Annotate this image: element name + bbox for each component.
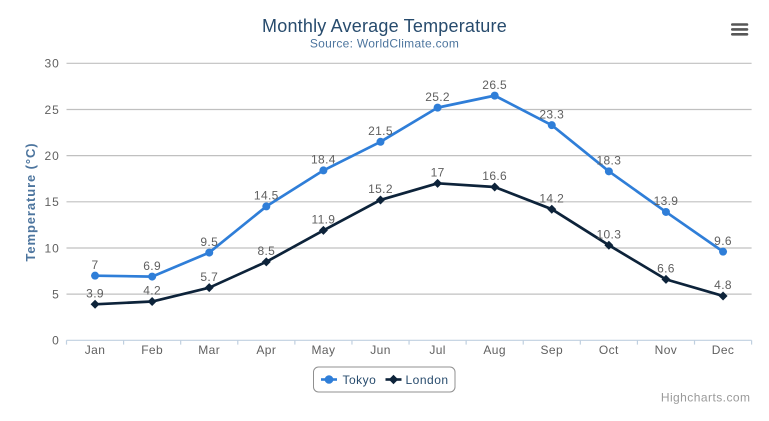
svg-text:Sep: Sep: [540, 343, 563, 357]
svg-text:5.7: 5.7: [200, 270, 218, 284]
svg-text:4.2: 4.2: [143, 284, 161, 298]
svg-text:Jan: Jan: [85, 343, 106, 357]
svg-text:Tokyo: Tokyo: [343, 373, 377, 387]
svg-text:Source: WorldClimate.com: Source: WorldClimate.com: [310, 37, 459, 51]
svg-text:5: 5: [52, 287, 60, 301]
svg-text:Highcharts.com: Highcharts.com: [661, 391, 751, 405]
svg-text:Jul: Jul: [429, 343, 446, 357]
svg-text:30: 30: [44, 57, 59, 71]
svg-text:Nov: Nov: [655, 343, 678, 357]
svg-text:Apr: Apr: [256, 343, 276, 357]
svg-text:Temperature (°C): Temperature (°C): [23, 142, 38, 261]
svg-text:9.5: 9.5: [200, 235, 218, 249]
svg-text:15: 15: [44, 195, 59, 209]
svg-text:8.5: 8.5: [257, 244, 275, 258]
svg-text:6.9: 6.9: [143, 259, 161, 273]
svg-text:18.3: 18.3: [596, 154, 621, 168]
svg-text:0: 0: [52, 334, 60, 348]
svg-text:3.9: 3.9: [86, 286, 104, 300]
svg-text:Feb: Feb: [141, 343, 163, 357]
svg-text:May: May: [311, 343, 335, 357]
svg-text:14.2: 14.2: [539, 191, 564, 205]
svg-text:7: 7: [92, 258, 99, 272]
svg-text:6.6: 6.6: [657, 262, 675, 276]
svg-text:10.3: 10.3: [596, 227, 621, 241]
svg-text:17: 17: [431, 166, 445, 180]
svg-text:20: 20: [44, 149, 59, 163]
svg-text:Mar: Mar: [198, 343, 220, 357]
svg-text:Aug: Aug: [483, 343, 506, 357]
svg-text:23.3: 23.3: [539, 107, 564, 121]
svg-text:Monthly Average Temperature: Monthly Average Temperature: [262, 16, 507, 36]
svg-text:15.2: 15.2: [368, 182, 393, 196]
svg-text:Dec: Dec: [712, 343, 735, 357]
svg-text:25.2: 25.2: [425, 90, 450, 104]
svg-text:Jun: Jun: [370, 343, 391, 357]
svg-text:26.5: 26.5: [482, 78, 507, 92]
svg-text:21.5: 21.5: [368, 124, 393, 138]
svg-text:Oct: Oct: [599, 343, 619, 357]
svg-text:25: 25: [44, 103, 59, 117]
svg-text:10: 10: [44, 241, 59, 255]
svg-text:9.6: 9.6: [714, 234, 732, 248]
svg-text:London: London: [406, 373, 449, 387]
svg-text:18.4: 18.4: [311, 153, 336, 167]
svg-text:14.5: 14.5: [254, 189, 279, 203]
svg-text:4.8: 4.8: [714, 278, 732, 292]
svg-text:16.6: 16.6: [482, 169, 507, 183]
svg-text:11.9: 11.9: [311, 213, 335, 227]
svg-text:13.9: 13.9: [654, 194, 679, 208]
